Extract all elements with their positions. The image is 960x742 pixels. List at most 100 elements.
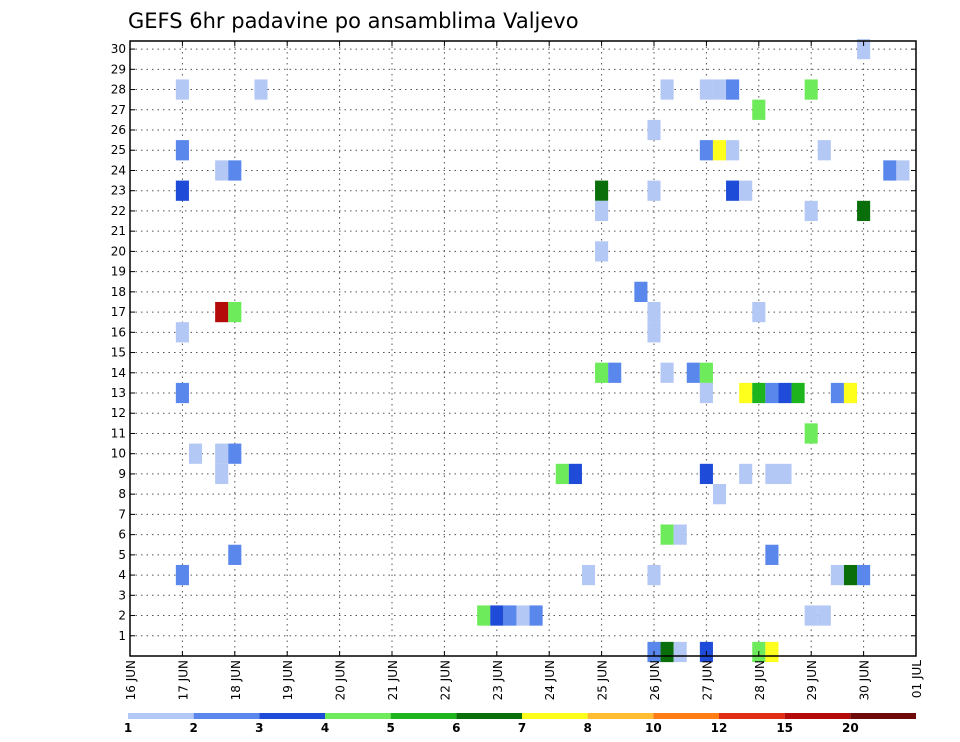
y-tick-label: 4 — [118, 568, 126, 582]
data-cell — [896, 160, 910, 181]
y-tick-label: 6 — [118, 528, 126, 542]
colorbar-label: 20 — [842, 721, 859, 735]
data-cell — [228, 443, 242, 464]
data-cell — [804, 79, 818, 100]
colorbar-swatch — [390, 713, 457, 719]
data-cell — [175, 180, 189, 201]
data-cell — [817, 140, 831, 161]
y-tick-label: 24 — [111, 163, 126, 177]
data-cell — [516, 605, 530, 626]
data-cell — [765, 382, 779, 404]
data-cell — [595, 180, 609, 201]
data-cell — [791, 382, 805, 404]
data-cell — [477, 605, 491, 626]
data-cell — [739, 180, 753, 201]
y-tick-label: 1 — [118, 629, 126, 643]
grid — [130, 41, 916, 656]
y-tick-label: 5 — [118, 548, 126, 562]
data-cell — [739, 382, 753, 404]
y-tick-label: 3 — [118, 588, 126, 602]
data-cell — [581, 564, 596, 586]
x-tick-label: 25 JUN — [596, 660, 610, 700]
colorbar-label: 8 — [583, 721, 591, 735]
colorbar-swatch — [325, 713, 391, 719]
data-cell — [595, 362, 609, 383]
y-tick-label: 14 — [111, 366, 126, 380]
data-cell — [555, 463, 569, 485]
y-tick-label: 10 — [111, 447, 126, 461]
data-cell — [712, 484, 727, 505]
colorbar-label: 7 — [518, 721, 526, 735]
x-tick-label: 29 JUN — [805, 660, 819, 700]
data-cell — [857, 564, 871, 586]
y-tick-label: 8 — [118, 487, 126, 501]
y-tick-label: 22 — [111, 204, 126, 218]
data-cell — [699, 362, 713, 383]
data-cells — [175, 38, 910, 663]
data-cell — [883, 160, 897, 181]
data-cell — [660, 79, 674, 100]
chart-title: GEFS 6hr padavine po ansamblima Valjevo — [128, 9, 579, 33]
data-cell — [752, 99, 766, 120]
data-cell — [215, 301, 229, 323]
data-cell — [778, 382, 792, 404]
data-cell — [699, 140, 713, 161]
data-cell — [673, 641, 687, 663]
data-cell — [175, 79, 189, 100]
colorbar-label: 1 — [124, 721, 132, 735]
data-cell — [765, 463, 779, 485]
colorbar-swatch — [784, 713, 851, 719]
data-cell — [254, 79, 268, 100]
data-cell — [712, 140, 727, 161]
x-tick-label: 01 JUL — [910, 660, 924, 698]
data-cell — [673, 524, 687, 545]
data-cell — [490, 605, 504, 626]
y-tick-label: 13 — [111, 386, 126, 400]
data-cell — [778, 463, 792, 485]
colorbar-label: 10 — [645, 721, 662, 735]
data-cell — [228, 301, 242, 323]
y-tick-label: 11 — [111, 426, 126, 440]
data-cell — [608, 362, 622, 383]
x-tick-label: 28 JUN — [753, 660, 767, 700]
data-cell — [857, 38, 871, 60]
colorbar-swatch — [128, 713, 194, 719]
colorbar-swatch — [719, 713, 785, 719]
data-cell — [765, 641, 779, 663]
data-cell — [726, 180, 740, 201]
data-cell — [843, 382, 858, 404]
colorbar-label: 12 — [711, 721, 728, 735]
data-cell — [215, 160, 229, 181]
data-cell — [660, 641, 674, 663]
x-tick-label: 26 JUN — [648, 660, 662, 700]
data-cell — [699, 463, 713, 485]
colorbar-swatch — [193, 713, 260, 719]
data-cell — [712, 79, 727, 100]
x-tick-label: 18 JUN — [229, 660, 243, 700]
data-cell — [686, 362, 700, 383]
colorbar-swatch — [587, 713, 654, 719]
colorbar-label: 6 — [452, 721, 460, 735]
y-axis: 1234567891011121314151617181920212223242… — [111, 42, 916, 643]
data-cell — [857, 200, 871, 222]
colorbar-swatch — [850, 713, 916, 719]
y-tick-label: 17 — [111, 305, 126, 319]
data-cell — [647, 119, 661, 141]
y-tick-label: 27 — [111, 103, 126, 117]
data-cell — [752, 382, 766, 404]
x-tick-label: 23 JUN — [491, 660, 505, 700]
colorbar-label: 2 — [189, 721, 197, 735]
y-tick-label: 25 — [111, 143, 126, 157]
data-cell — [817, 605, 831, 626]
data-cell — [188, 443, 203, 464]
y-tick-label: 23 — [111, 184, 126, 198]
x-tick-label: 16 JUN — [124, 660, 138, 700]
x-axis: 16 JUN 17 JUN 18 JUN 19 JUN 20 JUN 21 JUN 22 J… — [124, 41, 924, 700]
data-cell — [739, 463, 753, 485]
data-cell — [228, 544, 242, 565]
y-tick-label: 2 — [118, 609, 126, 623]
data-cell — [647, 180, 661, 201]
data-cell — [830, 564, 844, 586]
x-tick-label: 20 JUN — [334, 660, 348, 700]
x-tick-label: 30 JUN — [858, 660, 872, 700]
